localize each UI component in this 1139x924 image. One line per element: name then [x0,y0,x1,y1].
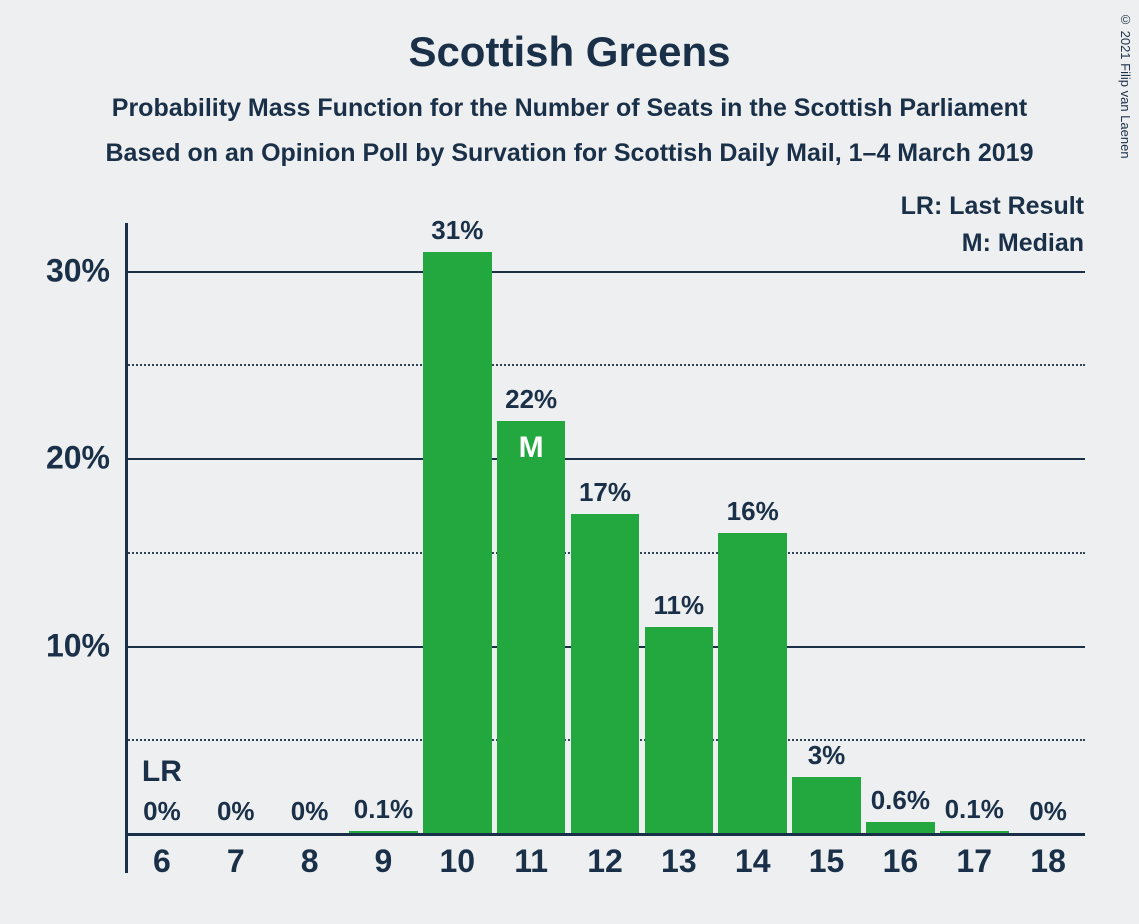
x-tick-label: 8 [301,843,319,880]
bar-value-label: 0.1% [945,794,1004,825]
chart-subtitle-2: Based on an Opinion Poll by Survation fo… [0,139,1139,168]
bar [497,421,566,834]
bar-value-label: 3% [808,740,846,771]
x-tick-label: 7 [227,843,245,880]
bar [423,252,492,833]
plot-area: 10%20%30%0%LR0%0%0.1%31%22%M17%11%16%3%0… [125,233,1085,873]
x-tick-label: 16 [883,843,919,880]
chart-container: © 2021 Filip van Laenen Scottish Greens … [0,0,1139,924]
bar-value-label: 0% [291,796,329,827]
bar-value-label: 0% [1029,796,1067,827]
bar-value-label: 0% [143,796,181,827]
bar-column: 17% [571,233,640,833]
x-tick-label: 11 [514,843,548,880]
bar [645,627,714,833]
x-tick-label: 15 [809,843,845,880]
bar-value-label: 0.6% [871,785,930,816]
bar [718,533,787,833]
titles-block: Scottish Greens Probability Mass Functio… [0,28,1139,168]
bar-column: 0.6% [866,233,935,833]
bar-value-label: 17% [579,477,631,508]
bar-column: 3% [792,233,861,833]
bar [571,514,640,833]
y-tick-label: 30% [10,252,110,289]
x-tick-label: 10 [440,843,476,880]
bar-column: 16% [718,233,787,833]
last-result-marker: LR [142,755,182,789]
bar-value-label: 11% [654,590,705,621]
chart-title: Scottish Greens [0,28,1139,76]
x-tick-label: 9 [375,843,393,880]
bar-column: 0.1% [349,233,418,833]
x-tick-label: 18 [1030,843,1066,880]
bar-column: 0% LR [128,233,197,833]
bar-value-label: 0.1% [354,794,413,825]
x-tick-label: 14 [735,843,771,880]
bar-column: 11% [645,233,714,833]
bar-column: 0% [1014,233,1083,833]
x-axis-line [125,833,1085,836]
chart-subtitle-1: Probability Mass Function for the Number… [0,94,1139,123]
copyright-text: © 2021 Filip van Laenen [1118,12,1133,159]
bar-column: 0.1% [940,233,1009,833]
x-tick-label: 12 [587,843,623,880]
bar-column: 0% [201,233,270,833]
bars-group: 0% LR 0% 0% 0.1% 31% 22% M 17% 11% 16% 3% 0.6% 0.1% 0% [125,233,1085,833]
median-marker: M [519,431,544,465]
bar-column: 31% [423,233,492,833]
legend-lr: LR: Last Result [901,192,1084,221]
bar [792,777,861,833]
y-tick-label: 10% [10,627,110,664]
bar-value-label: 16% [727,496,779,527]
x-tick-label: 13 [661,843,697,880]
y-tick-label: 20% [10,440,110,477]
bar-column: 22% M [497,233,566,833]
bar-column: 0% [275,233,344,833]
x-tick-label: 6 [153,843,171,880]
bar-value-label: 0% [217,796,255,827]
x-tick-label: 17 [956,843,992,880]
bar-value-label: 31% [431,215,483,246]
bar-value-label: 22% [505,384,557,415]
bar [866,822,935,833]
